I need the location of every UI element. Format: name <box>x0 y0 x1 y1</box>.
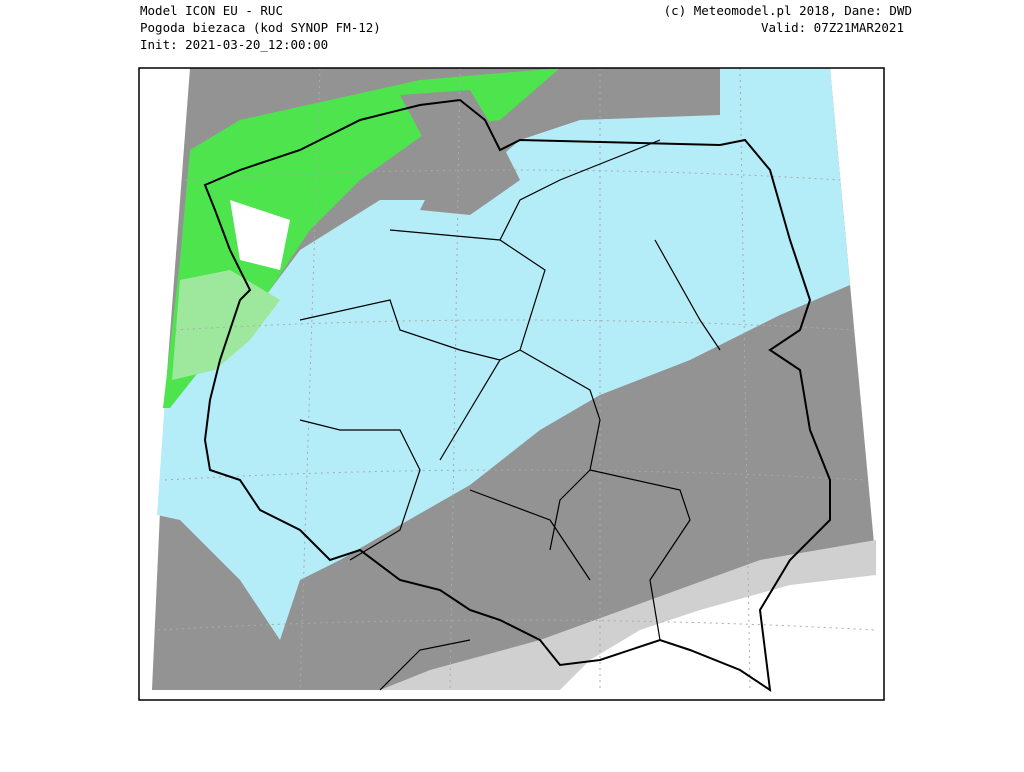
region-border <box>299 139 721 641</box>
grid <box>157 67 876 691</box>
header-line: Valid: 07Z21MAR2021 <box>761 20 904 35</box>
white-area <box>230 200 290 270</box>
light-green-area <box>172 270 280 380</box>
map <box>80 0 876 690</box>
grey-area <box>400 90 520 215</box>
header-line: Init: 2021-03-20_12:00:00 <box>140 37 328 52</box>
light-blue-area <box>157 68 850 640</box>
header-line: (c) Meteomodel.pl 2018, Dane: DWD <box>664 3 912 18</box>
header-line: Model ICON EU - RUC <box>140 3 283 18</box>
header-line: Pogoda biezaca (kod SYNOP FM-12) <box>140 20 381 35</box>
white-area <box>560 575 876 690</box>
grid-line <box>157 169 876 631</box>
map-frame <box>138 67 885 701</box>
green-area <box>163 68 560 408</box>
country-border <box>203 98 831 693</box>
